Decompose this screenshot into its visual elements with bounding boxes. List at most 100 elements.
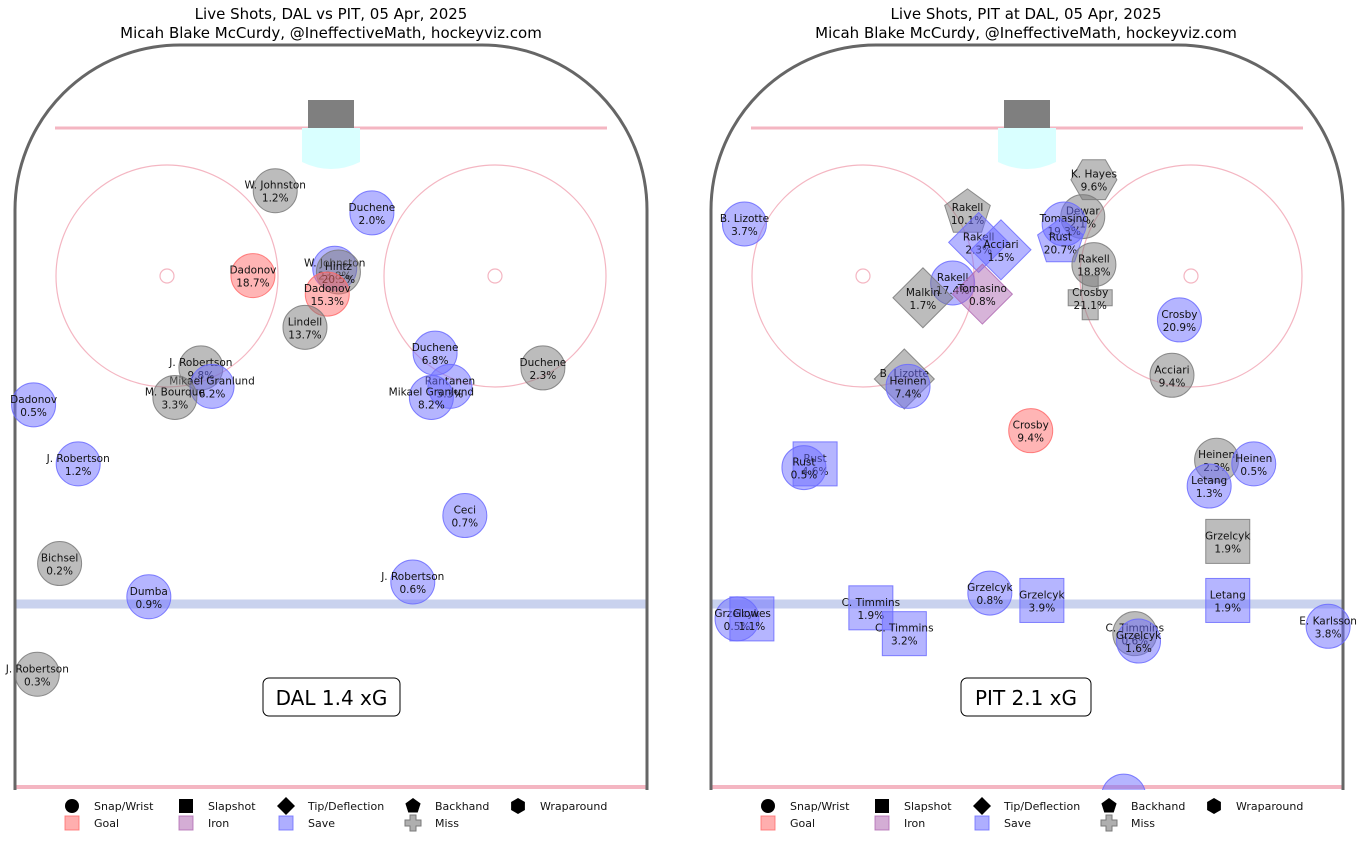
- pentagon-swatch: [1101, 798, 1117, 813]
- shot-xg-label: 6.2%: [199, 388, 226, 400]
- shot-xg-label: 7.4%: [895, 388, 922, 400]
- shot-player-label: E. Karlsson: [1299, 615, 1357, 627]
- legend-label: Goal: [94, 817, 119, 830]
- legend-label: Save: [1004, 817, 1031, 830]
- goal-swatch: [64, 815, 80, 831]
- shot-player-label: J. Robertson: [380, 571, 444, 583]
- legend-label: Miss: [435, 817, 459, 830]
- shot-player-label: Rakell: [1078, 254, 1110, 266]
- legend-item-hexagon: Wraparound: [1207, 798, 1303, 814]
- shot-player-label: Duchene: [349, 202, 396, 214]
- shot-xg-label: 3.8%: [1315, 628, 1342, 640]
- shot-player-label: Ceci: [454, 505, 476, 517]
- shot-xg-label: 0.6%: [399, 584, 426, 596]
- chart-title: Live Shots, DAL vs PIT, 05 Apr, 2025: [195, 5, 468, 23]
- shot-xg-label: 1.7%: [910, 300, 937, 312]
- legend-item-hexagon: Wraparound: [511, 798, 607, 814]
- faceoff-dot: [159, 268, 175, 284]
- shot-player-label: Grzelcyk: [1019, 589, 1065, 601]
- miss-swatch: [1100, 814, 1118, 832]
- shot-xg-label: 1.2%: [262, 193, 289, 205]
- legend-item-iron: Iron: [178, 815, 229, 831]
- legend-item-save: Save: [278, 815, 335, 831]
- shot-player-label: C. Timmins: [875, 623, 934, 635]
- shot-xg-label: 1.9%: [1214, 543, 1241, 555]
- legend-label: Wraparound: [540, 800, 607, 813]
- shot-player-label: M. Bourque: [145, 386, 205, 398]
- shot-player-label: Lindell: [288, 316, 322, 328]
- shot-player-label: Glowes: [733, 608, 771, 620]
- legend-label: Tip/Deflection: [1003, 800, 1080, 813]
- shot-xg-label: 9.4%: [1017, 433, 1044, 445]
- shot-xg-label: 0.9%: [135, 599, 162, 611]
- shot-xg-label: 3.9%: [1029, 602, 1056, 614]
- legend-item-goal: Goal: [760, 815, 815, 831]
- legend-item-circle: Snap/Wrist: [761, 799, 850, 813]
- shot-xg-label: 3.7%: [731, 226, 758, 238]
- circle-swatch: [761, 799, 775, 813]
- shot-xg-label: 13.7%: [288, 329, 321, 341]
- legend-item-miss: Miss: [1100, 814, 1155, 832]
- legend-label: Slapshot: [904, 800, 952, 813]
- hexagon-swatch: [511, 798, 525, 814]
- shot-player-label: Grzelcyk: [1116, 630, 1162, 642]
- shot-markers: W. Johnston1.2%Duchene2.0%Dadonov18.7%W.…: [5, 168, 566, 697]
- shot-xg-label: 1.3%: [1196, 488, 1223, 500]
- legend: Snap/Wrist Slapshot Tip/Deflection Backhand…: [64, 797, 607, 832]
- shot-player-label: Crosby: [1161, 309, 1197, 321]
- shot-player-label: Heinen: [890, 375, 927, 387]
- faceoff-circle: [1079, 164, 1303, 388]
- shot-xg-label: 1.9%: [858, 610, 885, 622]
- shot-marker: [1101, 773, 1146, 790]
- crease: [998, 128, 1056, 169]
- shot-player-label: Heinen: [1198, 449, 1235, 461]
- shot-xg-label: 3.2%: [891, 636, 918, 648]
- shot-xg-label: 2.0%: [359, 215, 386, 227]
- legend-item-iron: Iron: [874, 815, 925, 831]
- legend-label: Snap/Wrist: [94, 800, 154, 813]
- shot-xg-label: 0.5%: [791, 470, 818, 482]
- shot-player-label: Bichsel: [41, 553, 78, 565]
- shot-player-label: Acciari: [983, 239, 1018, 251]
- shot-player-label: Crosby: [1072, 287, 1108, 299]
- shot-xg-label: 0.8%: [969, 296, 996, 308]
- shot-player-label: Dumba: [130, 586, 168, 598]
- shot-player-label: Heinen: [1235, 453, 1272, 465]
- shot-xg-label: 9.4%: [1159, 377, 1186, 389]
- shot-xg-label: 15.3%: [311, 296, 344, 308]
- xg-summary: DAL 1.4 xG: [276, 686, 388, 710]
- legend-label: Wraparound: [1236, 800, 1303, 813]
- shot-xg-label: 0.8%: [976, 595, 1003, 607]
- legend: Snap/Wrist Slapshot Tip/Deflection Backhand…: [760, 797, 1303, 832]
- xg-summary-box: DAL 1.4 xG: [262, 677, 401, 717]
- shot-player-label: Rakell: [937, 272, 969, 284]
- diamond-swatch: [277, 797, 295, 815]
- shot-player-label: J. Robertson: [46, 453, 110, 465]
- shot-player-label: Crosby: [1013, 420, 1049, 432]
- legend-label: Backhand: [435, 800, 489, 813]
- legend-item-diamond: Tip/Deflection: [277, 797, 384, 815]
